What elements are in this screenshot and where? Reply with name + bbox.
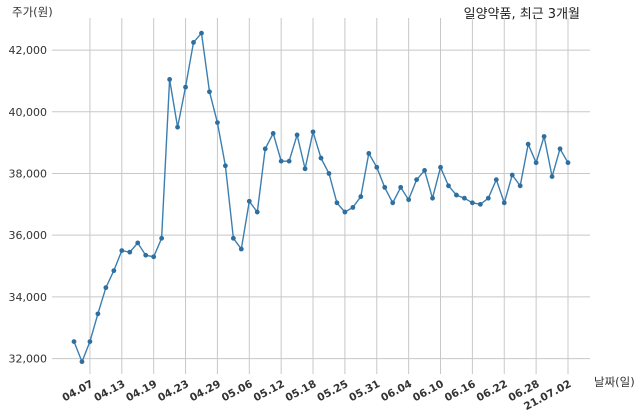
data-point (246, 198, 252, 204)
data-point (278, 158, 284, 164)
data-point (167, 77, 173, 82)
data-point (454, 192, 459, 198)
data-point (254, 209, 260, 215)
data-point (294, 132, 300, 138)
data-point (302, 166, 308, 172)
y-tick-label: 34,000 (9, 291, 48, 304)
data-point (509, 172, 515, 178)
x-tick-label: 04.07 (60, 378, 95, 404)
series-line (73, 31, 569, 364)
data-point (191, 39, 196, 45)
data-point (398, 184, 404, 190)
x-tick-label: 05.06 (220, 378, 255, 404)
data-point (493, 177, 499, 183)
x-tick-label: 06.04 (379, 378, 414, 404)
y-tick-label: 40,000 (9, 106, 48, 119)
data-point (111, 268, 117, 274)
data-point (382, 184, 388, 190)
y-tick-label: 36,000 (9, 229, 48, 242)
data-point (143, 252, 149, 258)
data-point (326, 171, 332, 176)
data-point (175, 124, 180, 130)
data-point (238, 246, 244, 252)
x-tick-label: 05.31 (347, 378, 382, 404)
y-tick-label: 32,000 (9, 353, 48, 366)
data-point (462, 195, 467, 201)
data-point (446, 183, 451, 189)
data-point (390, 200, 396, 206)
data-point (485, 195, 491, 201)
x-tick-label: 04.23 (156, 378, 191, 404)
data-point (310, 129, 316, 135)
data-point (414, 177, 420, 183)
data-point (87, 339, 93, 345)
data-point (71, 339, 77, 345)
x-tick-label: 04.13 (92, 378, 127, 404)
x-tick-label: 05.25 (315, 378, 350, 404)
data-point (477, 201, 483, 207)
data-point (525, 141, 531, 147)
data-point (215, 120, 220, 125)
data-point (103, 285, 109, 291)
data-point (557, 146, 563, 152)
price-series (71, 30, 571, 365)
data-point (183, 84, 188, 90)
data-point (565, 160, 571, 166)
data-point (286, 158, 292, 164)
data-point (517, 183, 523, 189)
data-point (549, 174, 555, 179)
data-point (438, 164, 443, 170)
data-point (119, 248, 125, 254)
y-axis-label: 주가(원) (12, 5, 53, 19)
y-tick-label: 42,000 (9, 44, 48, 57)
data-point (422, 168, 427, 173)
data-point (199, 30, 204, 36)
data-point (207, 89, 212, 95)
horizontal-gridlines (52, 49, 590, 360)
data-point (151, 254, 157, 260)
y-tick-labels: 32,000 34,000 36,000 38,000 40,000 42,000 (9, 44, 48, 365)
vertical-gridlines (89, 18, 569, 374)
data-point (469, 200, 475, 206)
data-point (127, 249, 133, 255)
data-point (135, 240, 141, 246)
data-point (270, 130, 276, 136)
x-axis-label: 날짜(일) (594, 375, 635, 389)
x-tick-label: 06.10 (411, 378, 446, 404)
data-point (318, 155, 324, 161)
x-tick-label: 06.16 (443, 378, 478, 404)
x-tick-label: 05.12 (252, 378, 287, 404)
x-tick-label: 04.19 (124, 378, 159, 404)
data-point (406, 197, 412, 203)
y-tick-label: 38,000 (9, 167, 48, 180)
chart-title: 일양약품, 최근 3개월 (464, 7, 580, 22)
data-point (350, 205, 356, 210)
data-point (95, 311, 101, 317)
data-point (342, 209, 348, 215)
data-point (430, 195, 435, 201)
data-point (501, 200, 507, 206)
data-point (262, 146, 268, 152)
x-tick-label: 06.22 (475, 378, 510, 404)
data-point (334, 200, 340, 206)
data-point (230, 235, 236, 241)
x-tick-label: 04.29 (188, 378, 223, 404)
data-point (541, 134, 547, 139)
data-point (358, 194, 364, 200)
x-tick-labels: 04.0704.1304.1904.2304.2905.0605.1205.18… (60, 378, 573, 413)
data-point (222, 163, 228, 169)
data-point (79, 359, 85, 365)
x-tick-label: 05.18 (283, 378, 318, 404)
data-point (366, 151, 372, 156)
data-point (374, 164, 380, 170)
data-point (159, 235, 165, 241)
data-point (533, 160, 539, 166)
